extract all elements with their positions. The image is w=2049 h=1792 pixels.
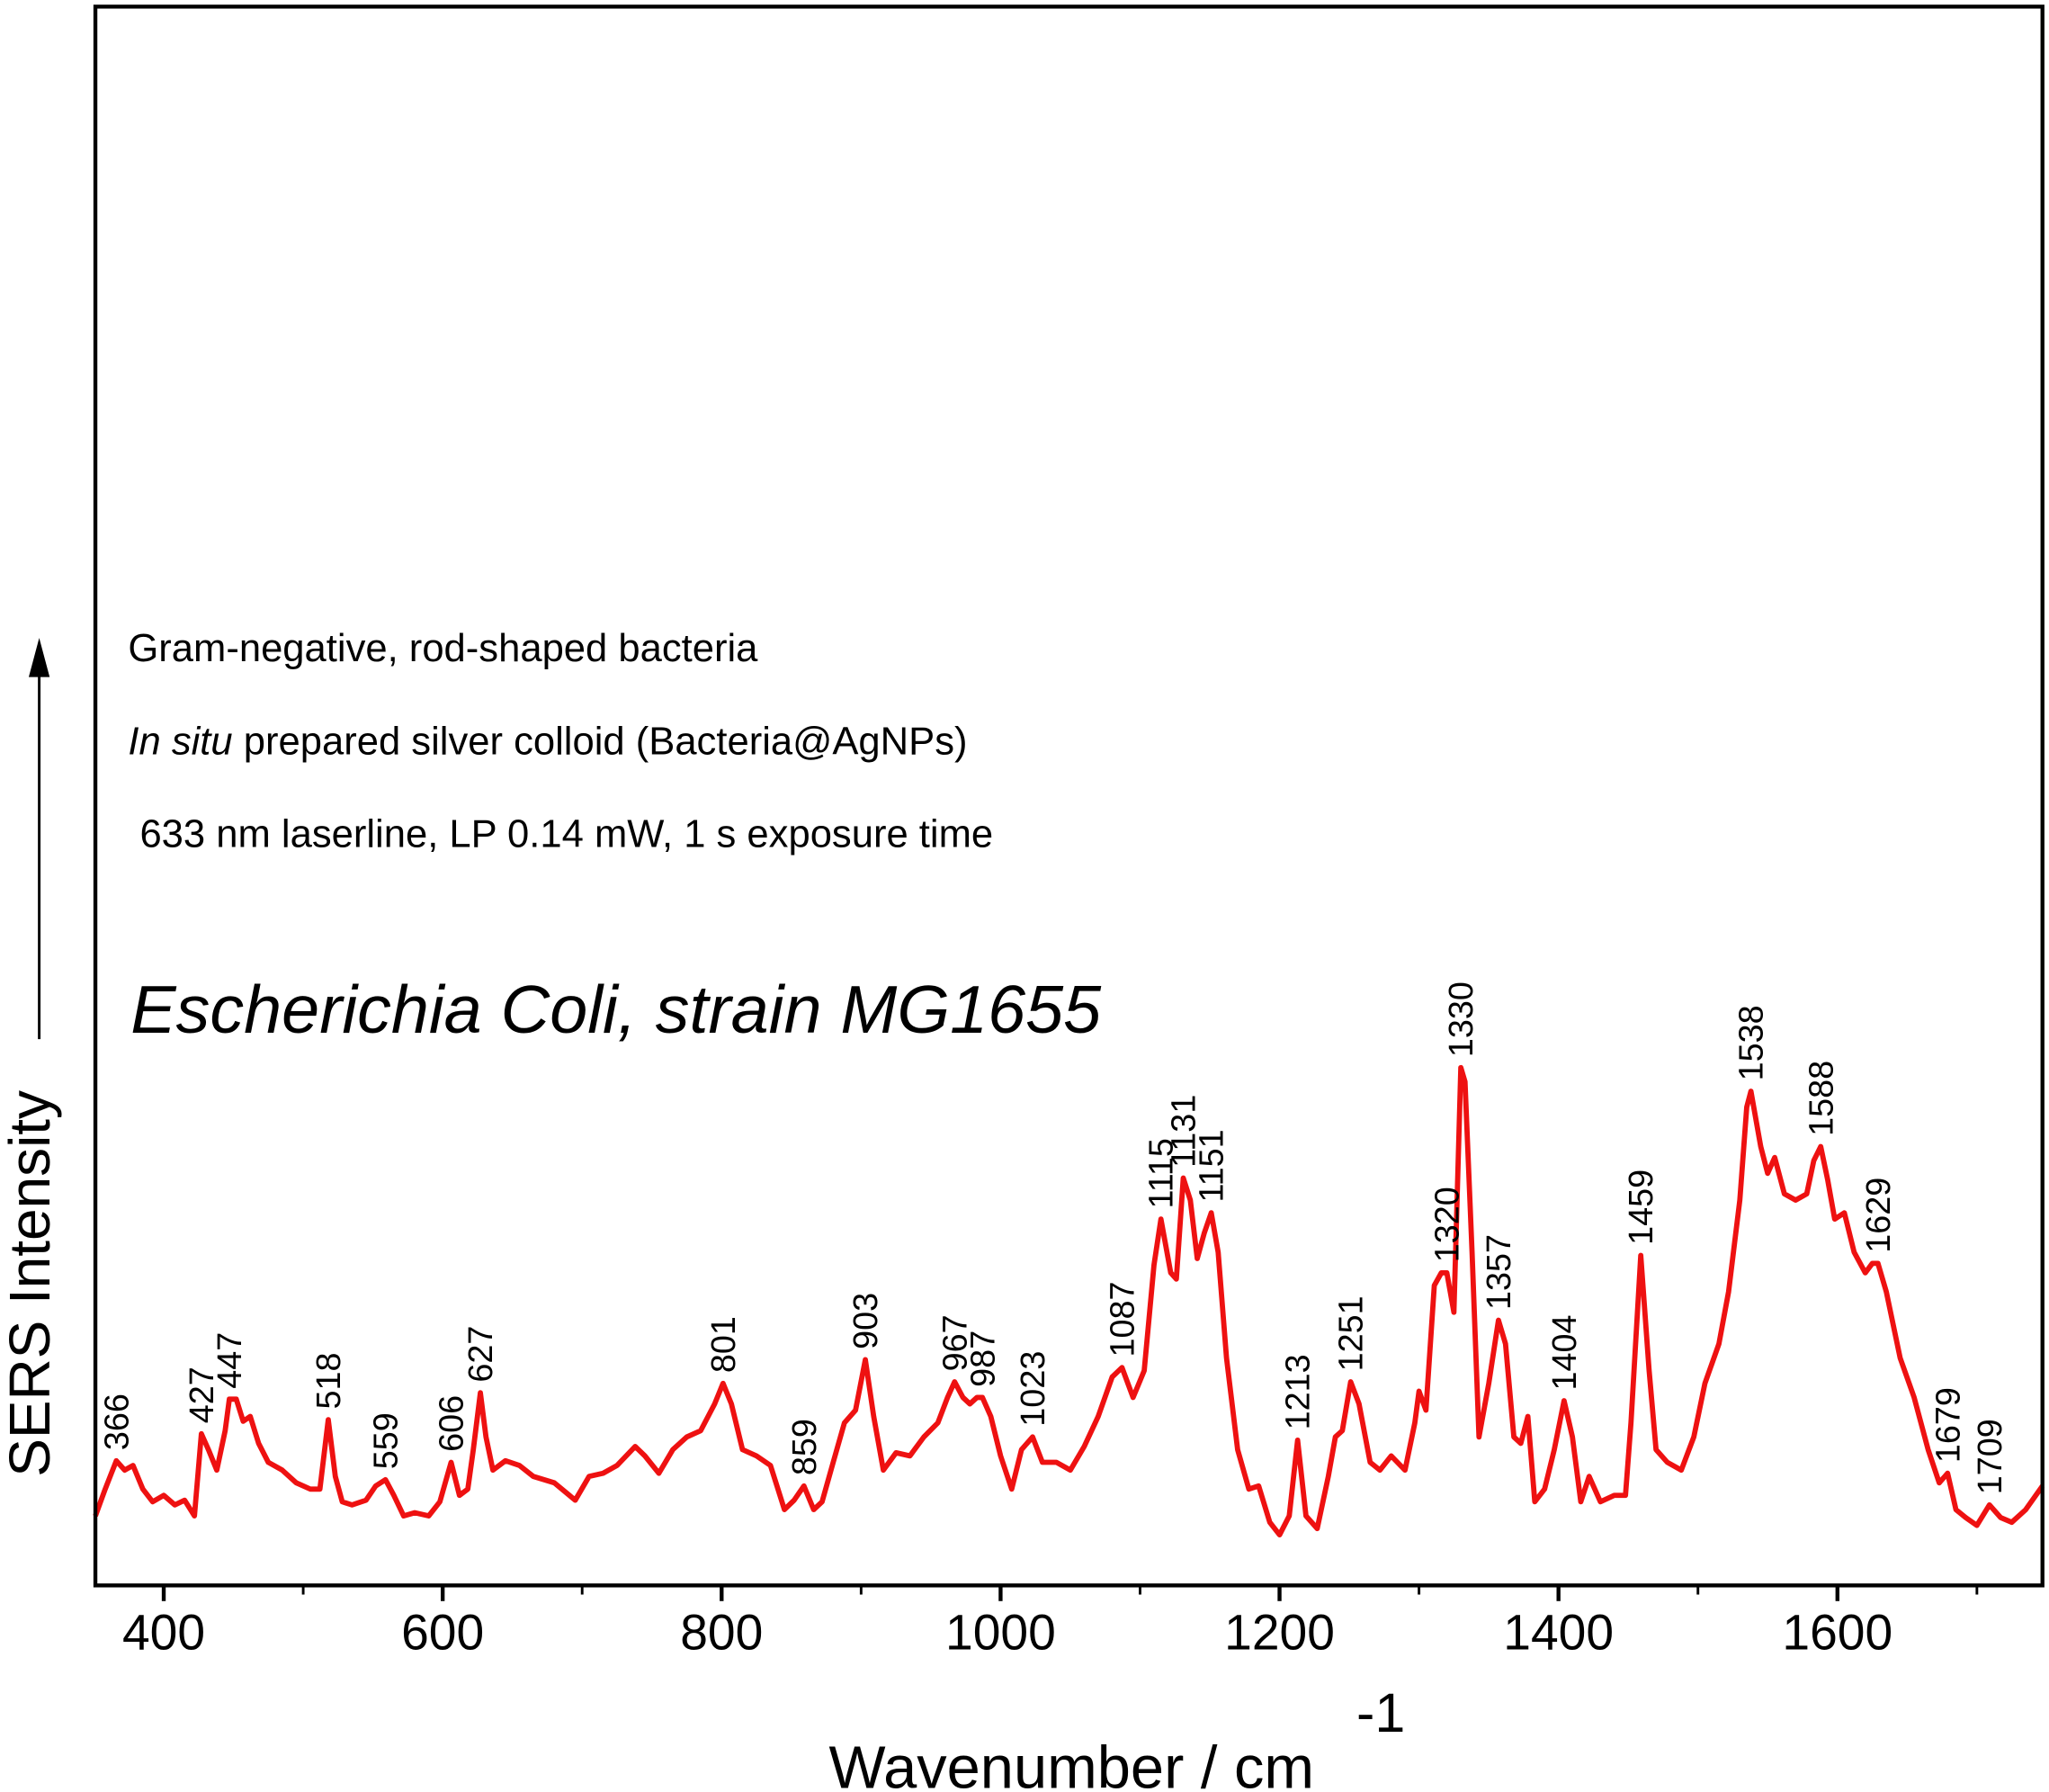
- peak-label: 1709: [1972, 1419, 2009, 1494]
- peak-label: 559: [368, 1412, 406, 1469]
- peak-label: 1213: [1280, 1354, 1318, 1429]
- peak-label: 987: [964, 1331, 1002, 1387]
- x-axis-label-sup: -1: [1356, 1682, 1405, 1743]
- x-tick-label: 1000: [945, 1605, 1056, 1661]
- peak-label: 447: [211, 1332, 249, 1389]
- peak-label: 801: [705, 1316, 743, 1373]
- peak-label: 1087: [1104, 1282, 1141, 1357]
- peak-label: 1538: [1733, 1005, 1771, 1080]
- peak-label: 1151: [1194, 1129, 1231, 1202]
- prep-note: In situ prepared silver colloid (Bacteri…: [128, 720, 967, 763]
- x-tick-label: 1400: [1503, 1605, 1614, 1661]
- peak-label: 1115: [1143, 1138, 1181, 1208]
- x-tick-label: 400: [122, 1605, 205, 1661]
- chart-title: Escherichia Coli, strain MG1655: [130, 972, 1102, 1048]
- peak-label: 1404: [1546, 1314, 1584, 1390]
- peak-label: 627: [462, 1326, 500, 1383]
- peak-label: 1320: [1429, 1187, 1467, 1262]
- peak-label: 967: [936, 1314, 974, 1371]
- peak-label: 859: [786, 1419, 824, 1475]
- peak-label: 903: [847, 1293, 885, 1349]
- y-axis-arrowhead: [28, 638, 50, 677]
- peak-label: 1629: [1860, 1178, 1898, 1253]
- x-tick-label: 1200: [1224, 1605, 1335, 1661]
- x-axis-label: Wavenumber / cm: [829, 1735, 1315, 1792]
- peak-label: 366: [98, 1393, 136, 1450]
- plot-frame: [93, 4, 2045, 1588]
- peak-label: 606: [434, 1395, 471, 1452]
- x-tick-label: 600: [401, 1605, 484, 1661]
- x-tick-label: 800: [680, 1605, 763, 1661]
- conditions-note: 633 nm laserline, LP 0.14 mW, 1 s exposu…: [139, 813, 993, 856]
- peak-label: 1459: [1623, 1169, 1660, 1245]
- peak-label: 518: [310, 1353, 348, 1410]
- shape-note: Gram-negative, rod-shaped bacteria: [128, 627, 758, 670]
- y-axis-label: SERS Intensity: [0, 1090, 62, 1477]
- peak-label: 1330: [1443, 981, 1481, 1057]
- peak-label: 1357: [1481, 1234, 1518, 1310]
- prep-italic: In situ: [128, 720, 232, 763]
- spectrum-line: [93, 1064, 2045, 1538]
- prep-rest: prepared silver colloid (Bacteria@AgNPs): [233, 720, 968, 763]
- peak-label: 1023: [1015, 1351, 1052, 1427]
- peak-label: 1679: [1929, 1387, 1967, 1463]
- peak-label: 1588: [1803, 1061, 1840, 1136]
- peak-label: 1131: [1166, 1095, 1203, 1168]
- peak-label: 1251: [1333, 1295, 1371, 1371]
- x-tick-label: 1600: [1782, 1605, 1892, 1661]
- peak-label: 427: [183, 1366, 221, 1423]
